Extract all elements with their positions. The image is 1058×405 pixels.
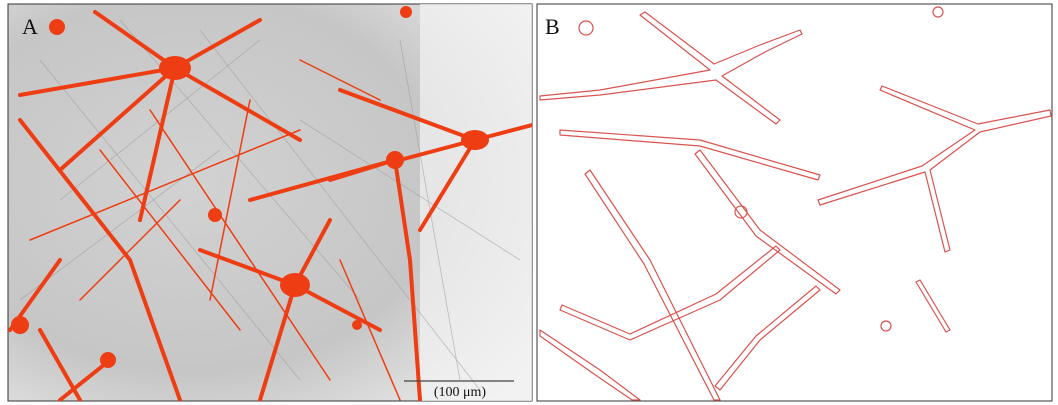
panel-label: A <box>22 14 38 39</box>
panel-b: B <box>537 4 1052 401</box>
figure: A (100 μm) B <box>0 0 1058 405</box>
panel-label: B <box>545 14 560 39</box>
panel-a: A (100 μm) <box>8 4 532 401</box>
image-b <box>537 4 1052 401</box>
scale-bar-label: (100 μm) <box>434 385 487 400</box>
